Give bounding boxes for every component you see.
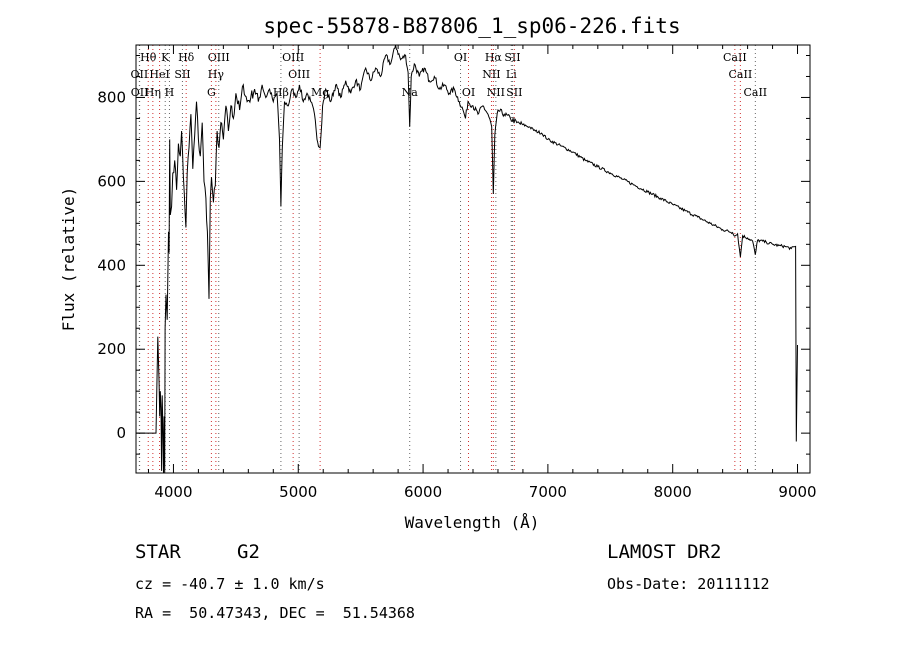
line-marker-label: Hγ	[208, 68, 225, 81]
line-marker-label: OI	[462, 86, 475, 99]
object-class: STAR	[135, 541, 181, 563]
line-marker-label: CaII	[723, 51, 747, 64]
redshift-value: cz = -40.7 ± 1.0 km/s	[135, 575, 325, 593]
x-tick-label: 5000	[279, 483, 317, 501]
spectrum-line	[136, 44, 798, 474]
x-tick-label: 6000	[404, 483, 442, 501]
line-marker-label: OII	[131, 86, 149, 99]
line-marker-label: OIII	[282, 51, 304, 64]
line-marker-label: Hθ	[140, 51, 157, 64]
line-marker-label: HeI	[149, 68, 169, 81]
x-tick-label: 8000	[654, 483, 692, 501]
line-marker-label: OIII	[288, 68, 310, 81]
y-tick-label: 600	[97, 172, 126, 190]
line-marker-label: CaII	[743, 86, 767, 99]
x-tick-label: 4000	[154, 483, 192, 501]
coordinates: RA = 50.47343, DEC = 51.54368	[135, 604, 415, 622]
x-tick-label: 7000	[529, 483, 567, 501]
plot-frame	[135, 44, 811, 474]
y-tick-label: 800	[97, 88, 126, 106]
line-marker-label: OII	[131, 68, 149, 81]
line-marker-label: CaII	[729, 68, 753, 81]
line-marker-label: Hη	[145, 86, 161, 99]
line-marker-label: NII	[487, 86, 505, 99]
line-marker-label: Hδ	[178, 51, 195, 64]
x-tick-label: 9000	[778, 483, 816, 501]
line-marker-label: OIII	[208, 51, 230, 64]
line-marker-label: NII	[482, 68, 500, 81]
line-marker-label: Mg	[311, 86, 329, 99]
x-axis-label: Wavelength (Å)	[405, 513, 540, 532]
line-marker-label: G	[207, 86, 216, 99]
spectrum-data	[136, 44, 798, 474]
line-marker-label: K	[161, 51, 170, 64]
survey-name: LAMOST DR2	[607, 541, 722, 563]
line-marker-label: Hα	[485, 51, 503, 64]
chart-title: spec-55878-B87806_1_sp06-226.fits	[263, 14, 680, 38]
line-marker-label: Li	[506, 68, 517, 81]
observation-date: Obs-Date: 20111112	[607, 575, 770, 593]
line-marker-label: H	[165, 86, 175, 99]
line-marker-label: SII	[504, 51, 520, 64]
line-marker-label: Na	[402, 86, 419, 99]
y-axis-label: Flux (relative)	[59, 187, 78, 332]
object-subclass: G2	[237, 541, 260, 563]
y-tick-label: 400	[97, 256, 126, 274]
y-tick-label: 200	[97, 340, 126, 358]
y-tick-label: 0	[116, 424, 126, 442]
line-marker-label: SII	[506, 86, 522, 99]
plot-axes: 4000 5000 6000 7000 8000 9000 0 200 400 600 800	[97, 44, 817, 501]
line-marker-label: SII	[174, 68, 190, 81]
line-marker-label: OI	[454, 51, 467, 64]
